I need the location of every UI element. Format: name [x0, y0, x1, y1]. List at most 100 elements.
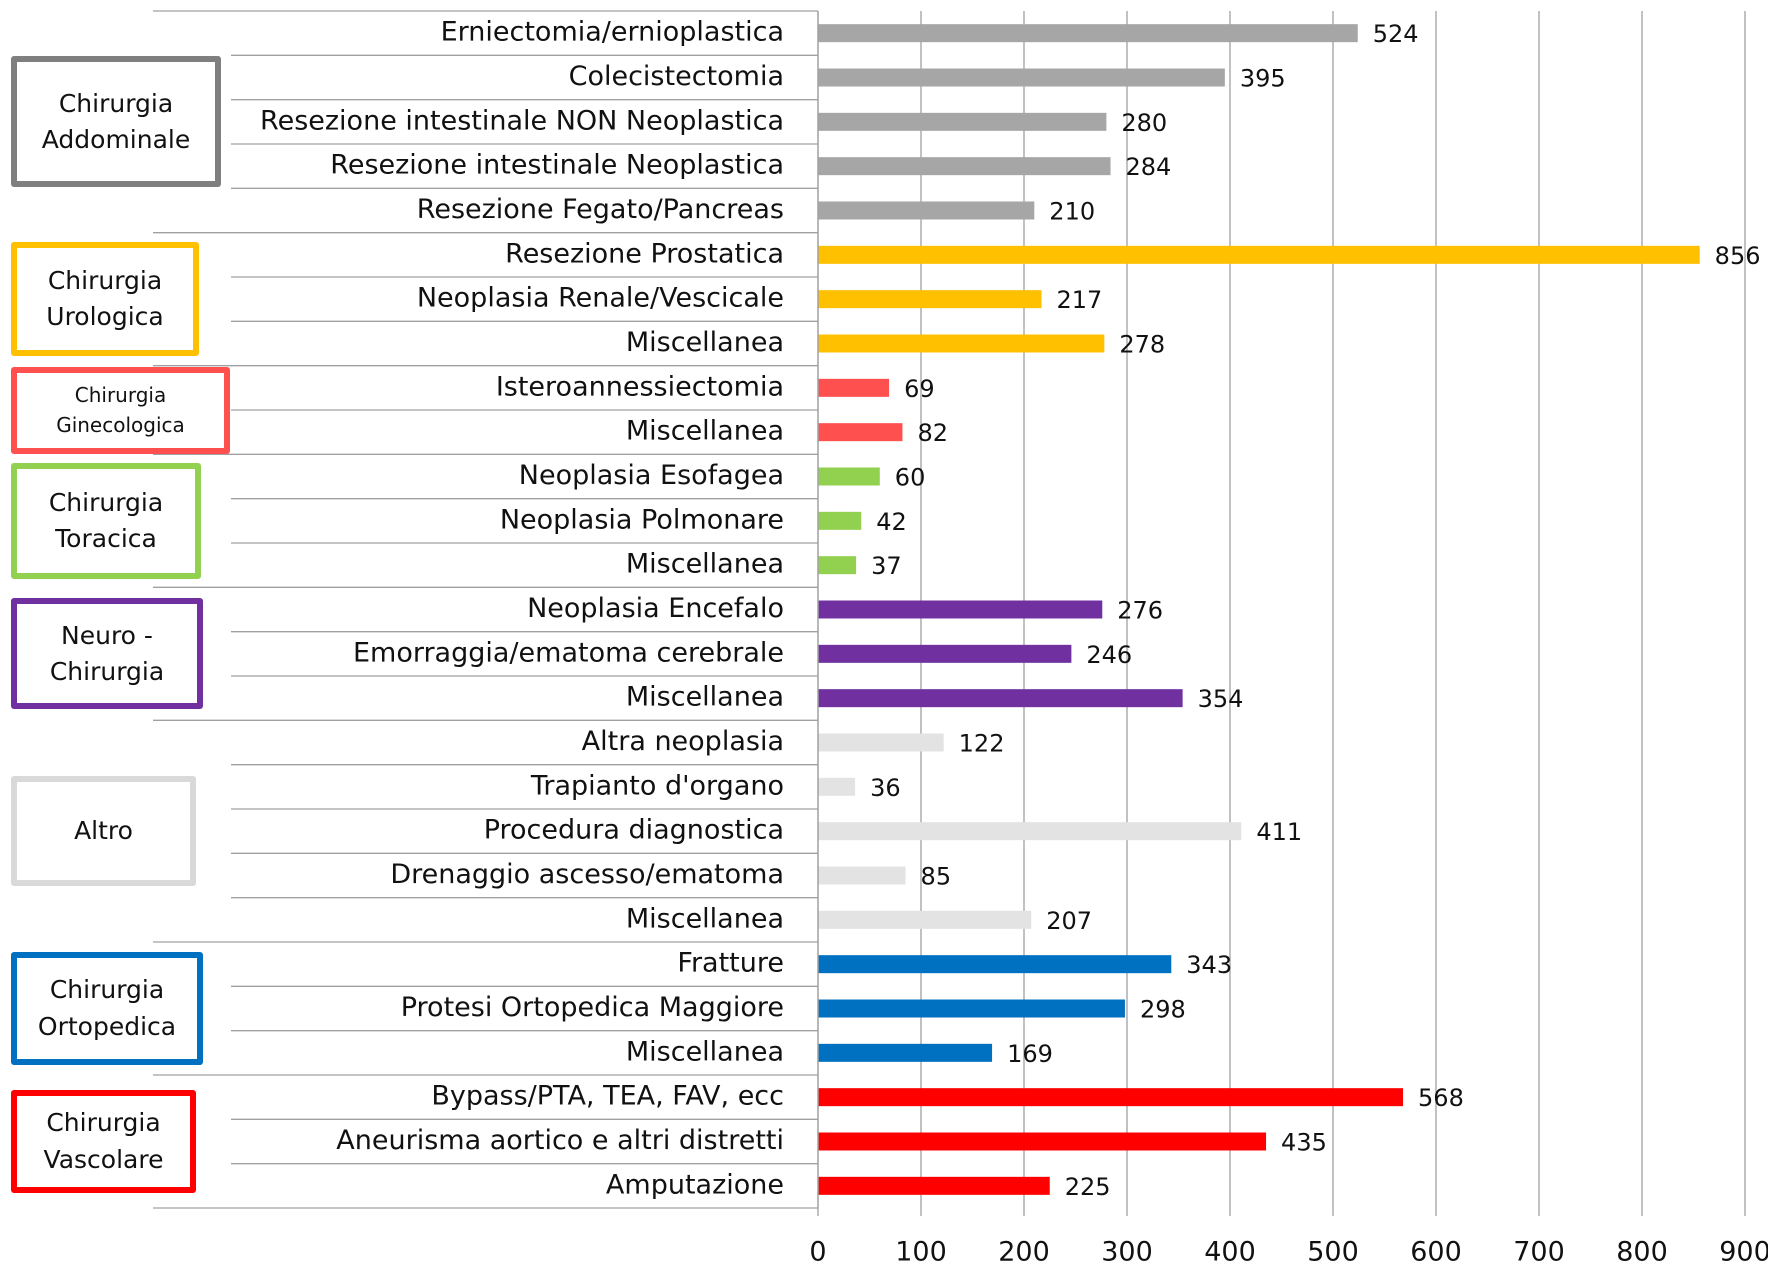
- value-label: 354: [1198, 685, 1244, 713]
- category-label: Neoplasia Encefalo: [527, 593, 784, 624]
- value-label: 435: [1281, 1129, 1327, 1157]
- category-label: Miscellanea: [626, 903, 784, 934]
- bar: [818, 955, 1172, 974]
- value-label: 210: [1049, 198, 1095, 226]
- x-tick-label: 500: [1307, 1237, 1359, 1265]
- category-label: Resezione intestinale Neoplastica: [330, 150, 784, 181]
- group-box: Chirurgia Ginecologica: [11, 366, 230, 454]
- category-label: Aneurisma aortico e altri distretti: [336, 1125, 784, 1156]
- value-label: 280: [1121, 109, 1167, 137]
- category-label: Fratture: [677, 948, 784, 979]
- group-box: Neuro - Chirurgia: [11, 598, 203, 710]
- category-label: Amputazione: [606, 1169, 784, 1200]
- value-label: 225: [1065, 1173, 1111, 1201]
- bar: [818, 689, 1183, 708]
- bar: [818, 1043, 993, 1062]
- value-label: 568: [1418, 1084, 1464, 1112]
- value-label: 122: [959, 730, 1005, 758]
- x-tick-label: 200: [998, 1237, 1050, 1265]
- bar: [818, 378, 890, 397]
- group-box: Chirurgia Ortopedica: [11, 952, 203, 1065]
- x-tick-label: 0: [809, 1237, 826, 1265]
- value-label: 411: [1256, 818, 1302, 846]
- value-label: 169: [1007, 1040, 1053, 1068]
- bar: [818, 866, 906, 885]
- bar: [818, 1132, 1267, 1151]
- category-label: Colecistectomia: [569, 61, 784, 92]
- category-label: Resezione Fegato/Pancreas: [417, 194, 784, 225]
- category-label: Resezione intestinale NON Neoplastica: [260, 105, 784, 136]
- category-label: Miscellanea: [626, 549, 784, 580]
- value-label: 856: [1715, 242, 1761, 270]
- bar: [818, 68, 1225, 87]
- category-label: Emorraggia/ematoma cerebrale: [353, 637, 784, 668]
- value-label: 69: [904, 375, 935, 403]
- bar: [818, 600, 1103, 619]
- bar: [818, 157, 1111, 176]
- group-box: Chirurgia Vascolare: [11, 1090, 196, 1193]
- group-box: Chirurgia Urologica: [11, 242, 199, 357]
- value-label: 85: [921, 863, 952, 891]
- bar: [818, 644, 1072, 663]
- bar: [818, 467, 880, 486]
- category-label: Miscellanea: [626, 327, 784, 358]
- x-tick-label: 900: [1719, 1237, 1768, 1265]
- value-label: 37: [871, 552, 902, 580]
- value-label: 217: [1057, 286, 1103, 314]
- bar: [818, 910, 1032, 929]
- category-label: Neoplasia Esofagea: [519, 460, 784, 491]
- bar: [818, 24, 1358, 43]
- category-label: Miscellanea: [626, 682, 784, 713]
- category-label: Miscellanea: [626, 1036, 784, 1067]
- x-tick-label: 400: [1204, 1237, 1256, 1265]
- x-tick-label: 600: [1410, 1237, 1462, 1265]
- bar: [818, 423, 903, 442]
- bar: [818, 777, 856, 796]
- bar: [818, 112, 1107, 131]
- bar: [818, 999, 1125, 1018]
- value-label: 60: [895, 464, 926, 492]
- category-label: Neoplasia Renale/Vescicale: [417, 283, 784, 314]
- value-label: 246: [1086, 641, 1132, 669]
- value-label: 524: [1373, 20, 1419, 48]
- group-box: Chirurgia Addominale: [11, 56, 221, 188]
- category-label: Resezione Prostatica: [505, 238, 784, 269]
- value-label: 276: [1117, 597, 1163, 625]
- bar: [818, 1176, 1050, 1195]
- category-label: Neoplasia Polmonare: [500, 504, 784, 535]
- bar: [818, 245, 1700, 264]
- x-tick-label: 300: [1101, 1237, 1153, 1265]
- value-label: 395: [1240, 65, 1286, 93]
- x-tick-label: 100: [895, 1237, 947, 1265]
- category-label: Miscellanea: [626, 416, 784, 447]
- group-box: Chirurgia Toracica: [11, 462, 201, 579]
- category-label: Isteroannessiectomia: [496, 371, 784, 402]
- bar: [818, 822, 1242, 841]
- category-label: Bypass/PTA, TEA, FAV, ecc: [431, 1081, 784, 1112]
- x-tick-label: 800: [1616, 1237, 1668, 1265]
- category-label: Altra neoplasia: [582, 726, 784, 757]
- value-label: 298: [1140, 996, 1186, 1024]
- value-label: 36: [870, 774, 901, 802]
- value-label: 207: [1046, 907, 1092, 935]
- value-label: 82: [917, 419, 948, 447]
- bar: [818, 556, 857, 575]
- category-label: Procedura diagnostica: [484, 815, 784, 846]
- bar: [818, 201, 1035, 220]
- value-label: 278: [1119, 331, 1165, 359]
- bar: [818, 334, 1105, 353]
- x-tick-label: 700: [1513, 1237, 1565, 1265]
- category-label: Drenaggio ascesso/ematoma: [390, 859, 784, 890]
- value-label: 284: [1126, 153, 1172, 181]
- bar: [818, 733, 944, 752]
- category-label: Trapianto d'organo: [530, 770, 784, 801]
- bar: [818, 511, 862, 530]
- value-label: 42: [876, 508, 907, 536]
- bar: [818, 1088, 1404, 1107]
- category-label: Erniectomia/ernioplastica: [441, 17, 784, 48]
- bar: [818, 290, 1042, 309]
- group-box: Altro: [11, 776, 196, 887]
- category-label: Protesi Ortopedica Maggiore: [401, 992, 784, 1023]
